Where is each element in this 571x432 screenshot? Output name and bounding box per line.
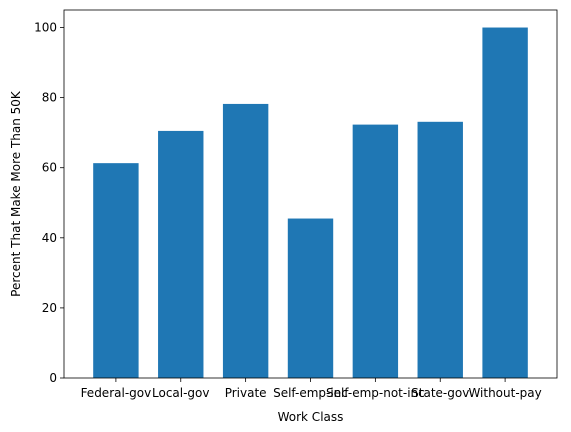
x-tick-label: Private [225, 386, 267, 400]
x-tick-label: Without-pay [468, 386, 541, 400]
y-axis-label: Percent That Make More Than 50K [9, 90, 23, 297]
bar-private [222, 103, 269, 379]
y-axis: 0 20 40 60 80 100 [34, 21, 64, 385]
plot-frame [63, 9, 558, 379]
y-tick-label: 80 [42, 91, 57, 105]
x-tick-label: Self-emp-not-inc [326, 386, 425, 400]
y-tick-label: 100 [34, 21, 57, 35]
y-tick-label: 60 [42, 161, 57, 175]
y-tick-label: 0 [49, 371, 57, 385]
x-axis: Federal-gov Local-gov Private Self-emp-incS… [81, 378, 542, 400]
bar-local-gov [158, 130, 204, 378]
x-tick-label: Self-emp-inc [273, 386, 348, 400]
y-tick-label: 20 [42, 301, 57, 315]
x-axis-label: Work Class [278, 410, 344, 424]
bar-state-gov [417, 121, 463, 378]
bar-self-emp-not-inc [352, 124, 399, 378]
x-tick-label: Local-gov [152, 386, 210, 400]
bar-self-emp-inc [287, 218, 334, 378]
x-tick-label: Federal-gov [81, 386, 152, 400]
x-tick-label: State-gov [411, 386, 469, 400]
bar-federal-gov [93, 163, 139, 378]
bars-group [93, 27, 528, 379]
bar-without-pay [482, 27, 528, 379]
y-tick-label: 40 [42, 231, 57, 245]
